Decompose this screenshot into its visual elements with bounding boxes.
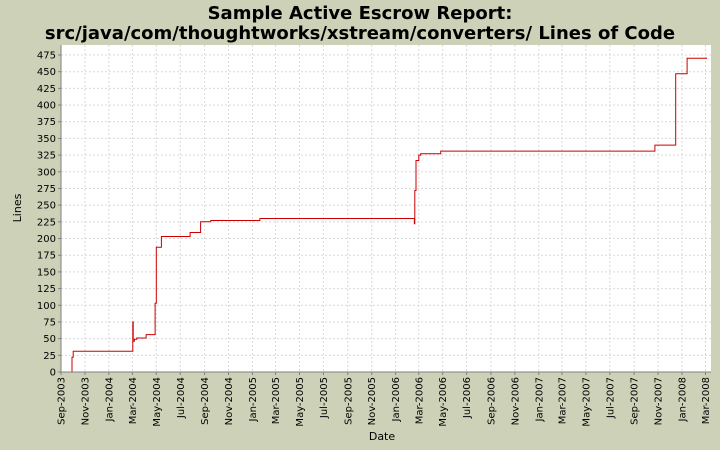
- x-tick-label: Jan-2007: [534, 377, 545, 422]
- x-tick-label: May-2004: [152, 377, 163, 427]
- y-tick-label: 75: [43, 317, 56, 328]
- y-tick-label: 225: [37, 217, 56, 228]
- x-tick-label: Sep-2004: [200, 377, 211, 425]
- chart-title-line-2: src/java/com/thoughtworks/xstream/conver…: [45, 23, 675, 44]
- y-tick-label: 300: [37, 167, 56, 178]
- x-tick-label: Mar-2007: [557, 377, 568, 424]
- x-tick-label: Sep-2007: [630, 377, 641, 425]
- y-tick-label: 250: [37, 201, 56, 212]
- x-tick-label: Jul-2005: [319, 377, 330, 419]
- series-layer: [71, 57, 708, 373]
- x-tick-label: Mar-2008: [701, 377, 712, 424]
- x-tick-label: May-2005: [295, 377, 306, 427]
- y-tick-label: 450: [37, 67, 56, 78]
- y-tick-label: 325: [37, 151, 56, 162]
- series-line: [71, 57, 708, 373]
- x-axis-label: Date: [369, 430, 396, 443]
- x-tick-label: Jan-2008: [677, 377, 688, 422]
- y-tick-label: 125: [37, 284, 56, 295]
- x-tick-label: Nov-2007: [654, 377, 665, 425]
- plot-area: [61, 45, 711, 372]
- x-tick-label: Jul-2006: [462, 377, 473, 419]
- gridlines: [60, 45, 711, 372]
- x-tick-label: Mar-2004: [128, 377, 139, 424]
- y-tick-label: 175: [37, 251, 56, 262]
- x-tick-label: May-2007: [581, 377, 592, 427]
- x-tick-label: Sep-2005: [343, 377, 354, 425]
- x-tick-label: May-2006: [438, 377, 449, 427]
- x-axis-ticks: Sep-2003 Nov-2003 Jan-2004 Mar-2004 May-2004…: [57, 372, 712, 427]
- x-tick-label: Sep-2006: [486, 377, 497, 425]
- y-tick-label: 50: [43, 334, 56, 345]
- x-tick-label: Jan-2005: [248, 377, 259, 422]
- y-tick-label: 100: [37, 301, 56, 312]
- x-tick-label: Jul-2007: [605, 377, 616, 419]
- y-tick-label: 150: [37, 267, 56, 278]
- x-tick-label: Nov-2005: [367, 377, 378, 425]
- y-tick-label: 275: [37, 184, 56, 195]
- x-tick-label: Mar-2006: [414, 377, 425, 424]
- chart-title-line-1: Sample Active Escrow Report:: [208, 3, 513, 24]
- x-tick-label: Nov-2006: [510, 377, 521, 425]
- y-tick-label: 425: [37, 84, 56, 95]
- x-tick-label: Sep-2003: [57, 377, 68, 425]
- x-tick-label: Jan-2006: [391, 377, 402, 422]
- x-tick-label: Mar-2005: [271, 377, 282, 424]
- y-tick-label: 375: [37, 117, 56, 128]
- y-tick-label: 350: [37, 134, 56, 145]
- y-tick-label: 0: [50, 368, 56, 379]
- x-tick-label: Nov-2003: [80, 377, 91, 425]
- x-tick-label: Nov-2004: [224, 377, 235, 425]
- y-tick-label: 25: [43, 351, 56, 362]
- x-tick-label: Jan-2004: [104, 377, 115, 422]
- x-tick-label: Jul-2004: [176, 377, 187, 419]
- y-tick-label: 200: [37, 234, 56, 245]
- y-tick-label: 400: [37, 101, 56, 112]
- y-axis-label: Lines: [11, 193, 24, 222]
- y-axis-ticks: 0 25 50 75 100 125 150 175 200 225 250 275 300 325 350…: [37, 51, 61, 379]
- y-tick-label: 475: [37, 51, 56, 62]
